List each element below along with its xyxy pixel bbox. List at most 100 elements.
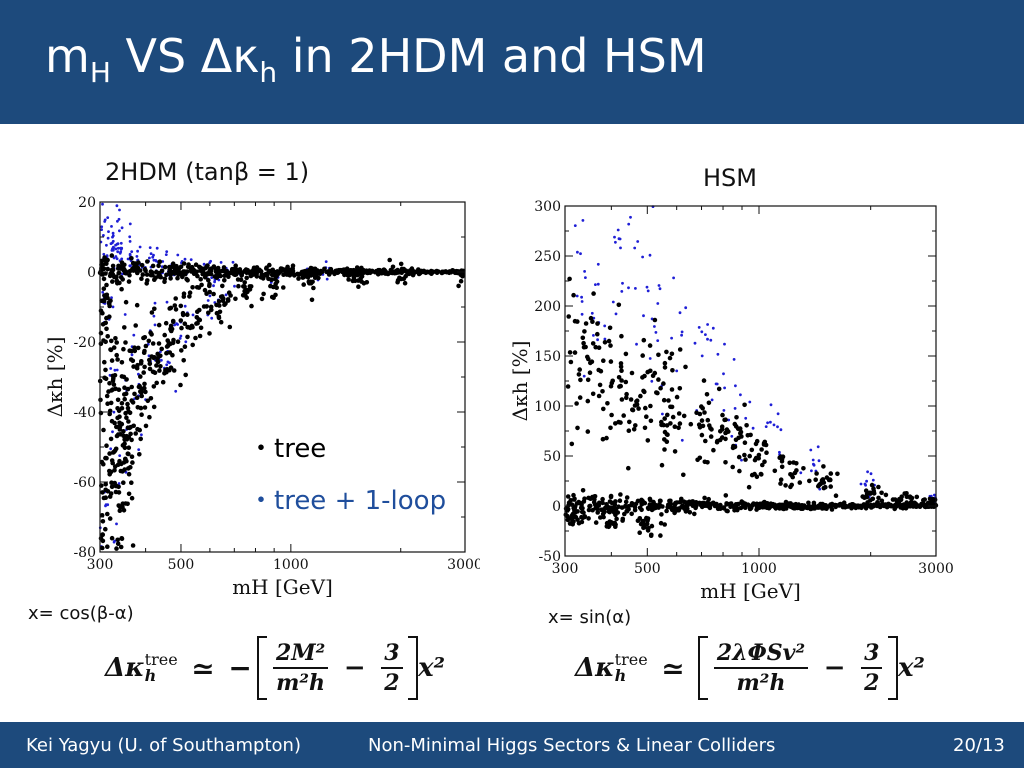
twohdm-point [336,267,342,273]
twohdm-point [233,266,238,272]
twohdm-point [167,306,172,311]
twohdm-point [218,273,223,279]
twohdm-point [118,266,124,271]
twohdm-point [101,427,106,433]
twohdm-point [115,537,120,543]
hsm-point [806,500,811,506]
twohdm-point [136,345,141,351]
twohdm-point [109,367,113,370]
twohdm-point [176,253,180,257]
hsm-point [863,503,868,509]
hsm-point [736,454,742,460]
hsm-point [789,482,794,488]
twohdm-point [108,400,114,406]
twohdm-point [101,290,105,294]
twohdm-point [104,315,109,321]
hsm-point [640,353,645,358]
twohdm-point [113,446,119,452]
hsm-point [583,321,589,326]
hsm-point [565,384,571,389]
hsm-point [596,282,600,286]
hsm-point [704,392,710,397]
hsm-point [762,439,768,445]
hsm-point [586,507,592,513]
twohdm-point [150,341,156,346]
twohdm-point [151,255,155,259]
twohdm-point [377,269,382,275]
hsm-point [638,393,643,399]
hsm-point [656,302,660,305]
hsm-point [718,502,723,508]
hsm-point [572,496,577,502]
hsm-point [672,449,678,454]
title-vs: VS Δκ [110,29,260,83]
hsm-point [734,415,739,420]
twohdm-point [190,285,195,290]
twohdm-point [387,257,393,263]
twohdm-point [222,278,227,283]
twohdm-point [180,274,185,280]
formula-left-bracket-close [408,636,419,700]
twohdm-point [259,296,265,302]
twohdm-point [121,480,126,486]
hsm-point [778,481,783,486]
twohdm-point [104,326,109,332]
twohdm-point [119,360,125,365]
hsm-point [811,458,815,462]
twohdm-point [144,281,149,286]
twohdm-point [181,294,187,299]
twohdm-point [112,410,116,414]
hsm-point [689,501,694,507]
hsm-point [756,452,762,458]
twohdm-point [270,267,275,273]
twohdm-point [119,241,123,245]
hsm-point [764,425,768,428]
twohdm-point [109,458,115,463]
twohdm-point [129,437,134,443]
hsm-point [779,459,785,464]
hsm-point [672,276,675,280]
hsm-point [618,361,624,366]
hsm-point [611,300,615,304]
hsm-point [688,421,694,427]
twohdm-point [178,337,182,340]
hsm-xtick-label: 1000 [741,561,777,577]
hsm-point [669,404,675,410]
hsm-ytick-label: 50 [543,449,561,465]
twohdm-point [352,278,358,284]
twohdm-point [114,352,119,358]
twohdm-point [162,276,168,282]
hsm-ytick-label: 200 [534,299,561,315]
hsm-point [821,464,826,469]
hsm-point [772,423,776,427]
hsm-point [860,494,865,499]
hsm-point [683,509,689,514]
twohdm-point [118,544,124,550]
twohdm-point [128,431,133,437]
twohdm-point [145,259,150,264]
hsm-point [932,497,938,503]
hsm-point [639,501,644,506]
hsm-point [652,317,658,323]
twohdm-point [156,322,162,328]
twohdm-point [113,483,118,489]
twohdm-point [118,275,124,280]
frac2-num: 3 [861,640,883,669]
hsm-point [876,495,881,501]
hsm-point [650,379,654,383]
twohdm-point [254,265,260,270]
twohdm-point [142,364,147,370]
twohdm-point [182,344,188,349]
twohdm-point [308,279,313,285]
hsm-point [601,358,606,363]
hsm-point [598,368,604,374]
hsm-point [653,325,656,328]
twohdm-point [108,347,113,352]
twohdm-point [346,277,351,282]
twohdm-point [228,293,233,298]
hsm-point [621,413,626,418]
hsm-point [640,375,645,380]
hsm-point [586,495,591,501]
twohdm-point [103,487,108,493]
hsm-point [655,390,660,396]
